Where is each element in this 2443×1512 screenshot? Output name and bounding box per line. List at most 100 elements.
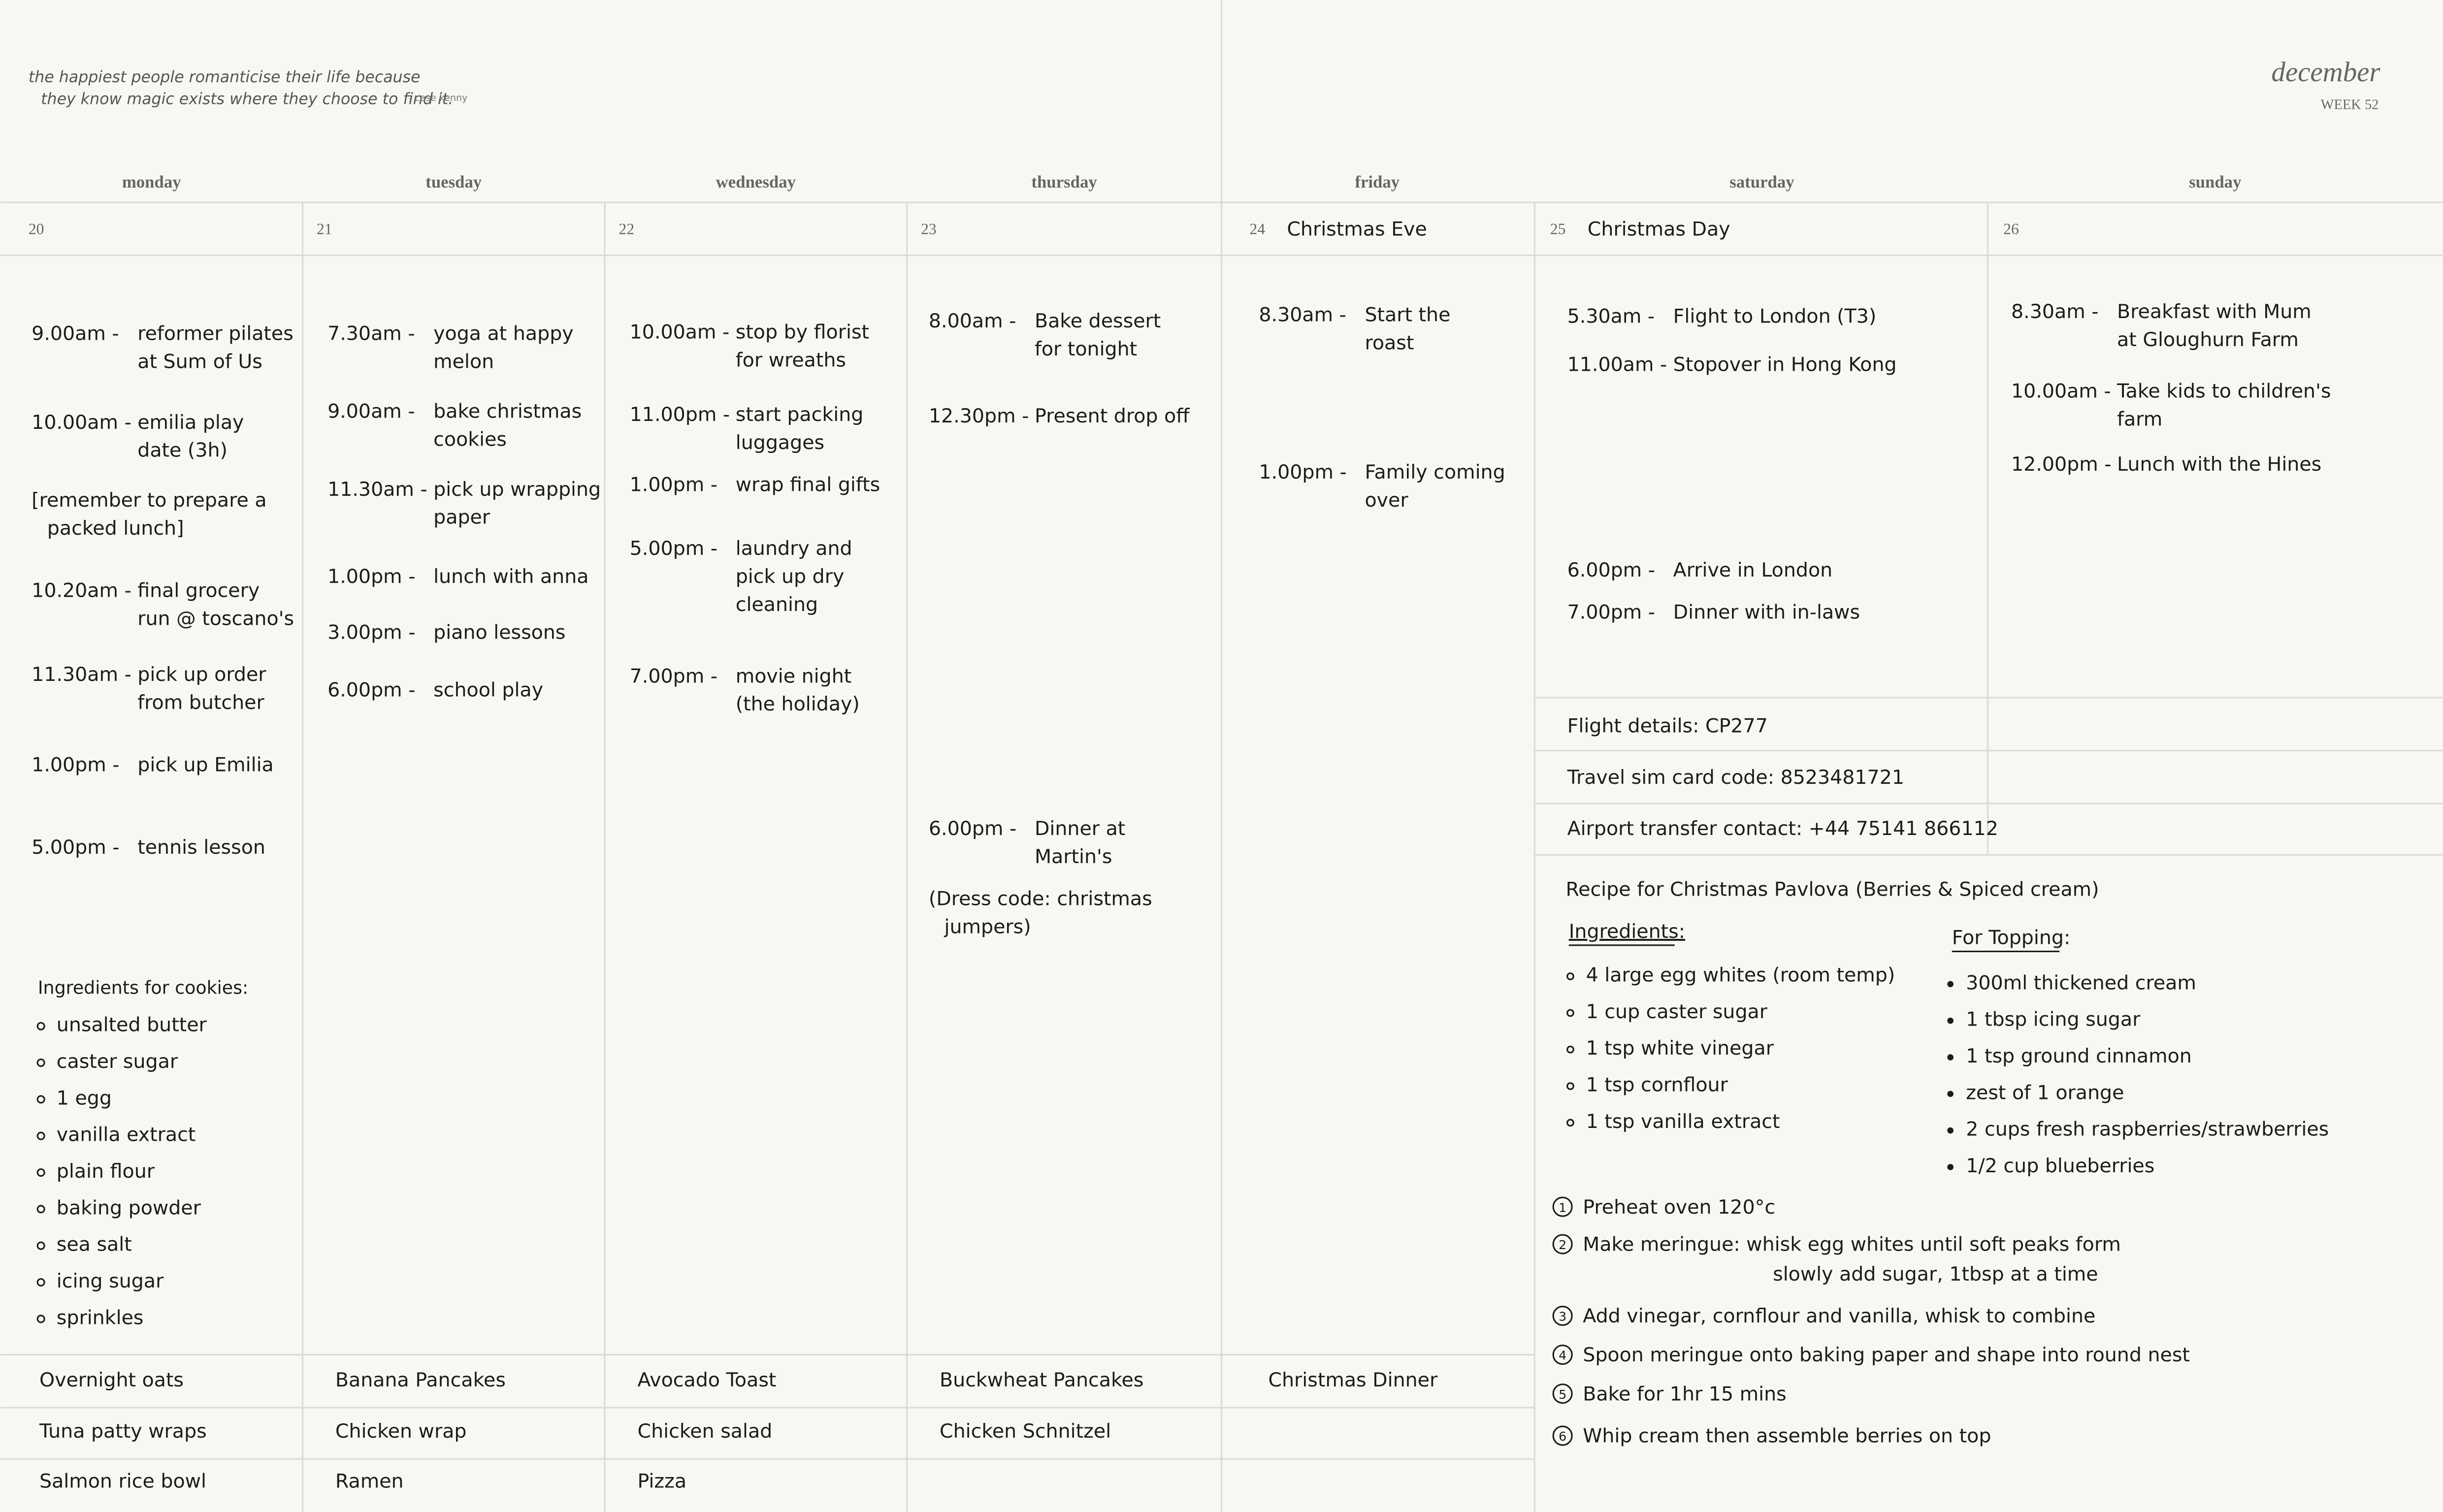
step-text: Whip cream then assemble berries on top <box>1583 1425 1991 1448</box>
cookie-item: caster sugar <box>57 1050 178 1073</box>
event-time: 10.00am - <box>630 321 730 343</box>
cookie-item: unsalted butter <box>57 1014 207 1036</box>
quote-author: - case kenny <box>409 93 468 103</box>
event-text: pick up order <box>137 663 266 686</box>
meal: Buckwheat Pancakes <box>940 1369 1143 1391</box>
event-time: 7.00pm - <box>630 665 717 687</box>
ingredient: 1 cup caster sugar <box>1586 1000 1768 1023</box>
day-date: 25 <box>1550 220 1566 237</box>
step-circle <box>1552 1383 1573 1404</box>
meal: Overnight oats <box>39 1369 184 1391</box>
event-text: run @ toscano's <box>137 607 294 630</box>
event-text: from butcher <box>137 691 264 714</box>
recipe-title: Recipe for Christmas Pavlova (Berries & … <box>1565 878 2099 901</box>
event-time: 7.30am - <box>327 322 415 345</box>
event-time: 7.00pm - <box>1567 601 1655 624</box>
event-text: Family coming <box>1365 461 1505 483</box>
event-text: pick up Emilia <box>137 754 274 776</box>
cookie-item: sprinkles <box>57 1306 144 1329</box>
day-date: 24 <box>1249 220 1265 237</box>
event-text: Stopover in Hong Kong <box>1673 354 1897 376</box>
bullet <box>36 1241 45 1250</box>
event-text: pick up wrapping <box>433 478 601 501</box>
step-number: 2 <box>1559 1238 1566 1252</box>
cookies-title: Ingredients for cookies: <box>38 977 248 998</box>
meal: Pizza <box>637 1470 686 1492</box>
event-time: 1.00pm - <box>1259 461 1346 483</box>
topping: 1 tsp ground cinnamon <box>1966 1045 2192 1067</box>
event-text: Bake dessert <box>1035 310 1161 332</box>
event-time: 6.00pm - <box>929 817 1016 840</box>
event-text: wrap final gifts <box>736 473 880 496</box>
event-time: 10.20am - <box>32 579 131 602</box>
cookie-item: vanilla extract <box>57 1124 196 1146</box>
event-text: lunch with anna <box>433 565 588 588</box>
bullet <box>1947 1054 1954 1061</box>
week: WEEK 52 <box>2321 97 2379 113</box>
event-text: packed lunch] <box>47 517 184 540</box>
event-text: for wreaths <box>736 349 846 371</box>
day-name: saturday <box>1729 172 1794 192</box>
event-time: 8.30am - <box>1259 304 1346 326</box>
event-text: bake christmas <box>433 400 582 423</box>
topping: 1/2 cup blueberries <box>1966 1155 2154 1177</box>
bullet <box>1566 1045 1574 1054</box>
event-text: date (3h) <box>137 439 228 462</box>
cookie-item: plain flour <box>57 1160 155 1183</box>
event-time: 5.00pm - <box>630 537 717 560</box>
bullet <box>36 1059 45 1067</box>
cookie-item: icing sugar <box>57 1270 164 1292</box>
step-text: Bake for 1hr 15 mins <box>1583 1383 1787 1405</box>
event-text: (Dress code: christmas <box>929 888 1152 910</box>
step-circle <box>1552 1305 1573 1326</box>
step-circle <box>1552 1196 1573 1217</box>
event-text: movie night <box>736 665 852 687</box>
bullet <box>1566 1119 1574 1127</box>
event-text: at Gloughurn Farm <box>2117 328 2299 351</box>
step-text: Preheat oven 120°c <box>1583 1196 1775 1219</box>
topping: zest of 1 orange <box>1966 1081 2124 1104</box>
event-text: Dinner with in-laws <box>1673 601 1860 624</box>
day-date: 26 <box>2003 220 2019 237</box>
event-text: farm <box>2117 408 2162 430</box>
event-time: 3.00pm - <box>327 621 415 644</box>
event-text: melon <box>433 350 494 373</box>
meal: Christmas Dinner <box>1268 1369 1438 1391</box>
event-text: final grocery <box>137 579 260 602</box>
event-time: 10.00am - <box>2011 380 2111 403</box>
event-text: [remember to prepare a <box>32 489 266 512</box>
event-text: Arrive in London <box>1673 559 1833 581</box>
bullet <box>36 1131 45 1140</box>
event-text: at Sum of Us <box>137 350 262 373</box>
event-text: cleaning <box>736 593 818 616</box>
recipe-heading: Ingredients: <box>1569 920 1685 943</box>
meal: Tuna patty wraps <box>39 1420 207 1443</box>
event-text: (the holiday) <box>736 693 860 715</box>
topping: 300ml thickened cream <box>1966 971 2196 994</box>
event-text: start packing <box>736 403 864 426</box>
meal: Avocado Toast <box>637 1369 776 1391</box>
event-text: tennis lesson <box>137 836 265 859</box>
event-text: Start the <box>1365 304 1450 326</box>
bullet <box>1566 1009 1574 1017</box>
note: Travel sim card code: 8523481721 <box>1567 766 1904 789</box>
event-time: 12.30pm - <box>929 405 1029 427</box>
meal: Ramen <box>335 1470 404 1492</box>
step-text: Make meringue: whisk egg whites until so… <box>1583 1233 2121 1256</box>
event-time: 5.00pm - <box>32 836 119 859</box>
step-text: slowly add sugar, 1tbsp at a time <box>1773 1263 2098 1286</box>
event-time: 5.30am - <box>1567 305 1655 328</box>
note: Airport transfer contact: +44 75141 8661… <box>1567 817 1998 840</box>
bullet <box>36 1278 45 1287</box>
event-text: Take kids to children's <box>2117 380 2331 403</box>
event-text: laundry and <box>736 537 852 560</box>
step-number: 1 <box>1559 1200 1566 1215</box>
event-text: emilia play <box>137 411 244 434</box>
bullet <box>1947 1127 1954 1134</box>
event-text: luggages <box>736 431 824 454</box>
day-name: tuesday <box>425 172 482 192</box>
step-circle <box>1552 1425 1573 1446</box>
